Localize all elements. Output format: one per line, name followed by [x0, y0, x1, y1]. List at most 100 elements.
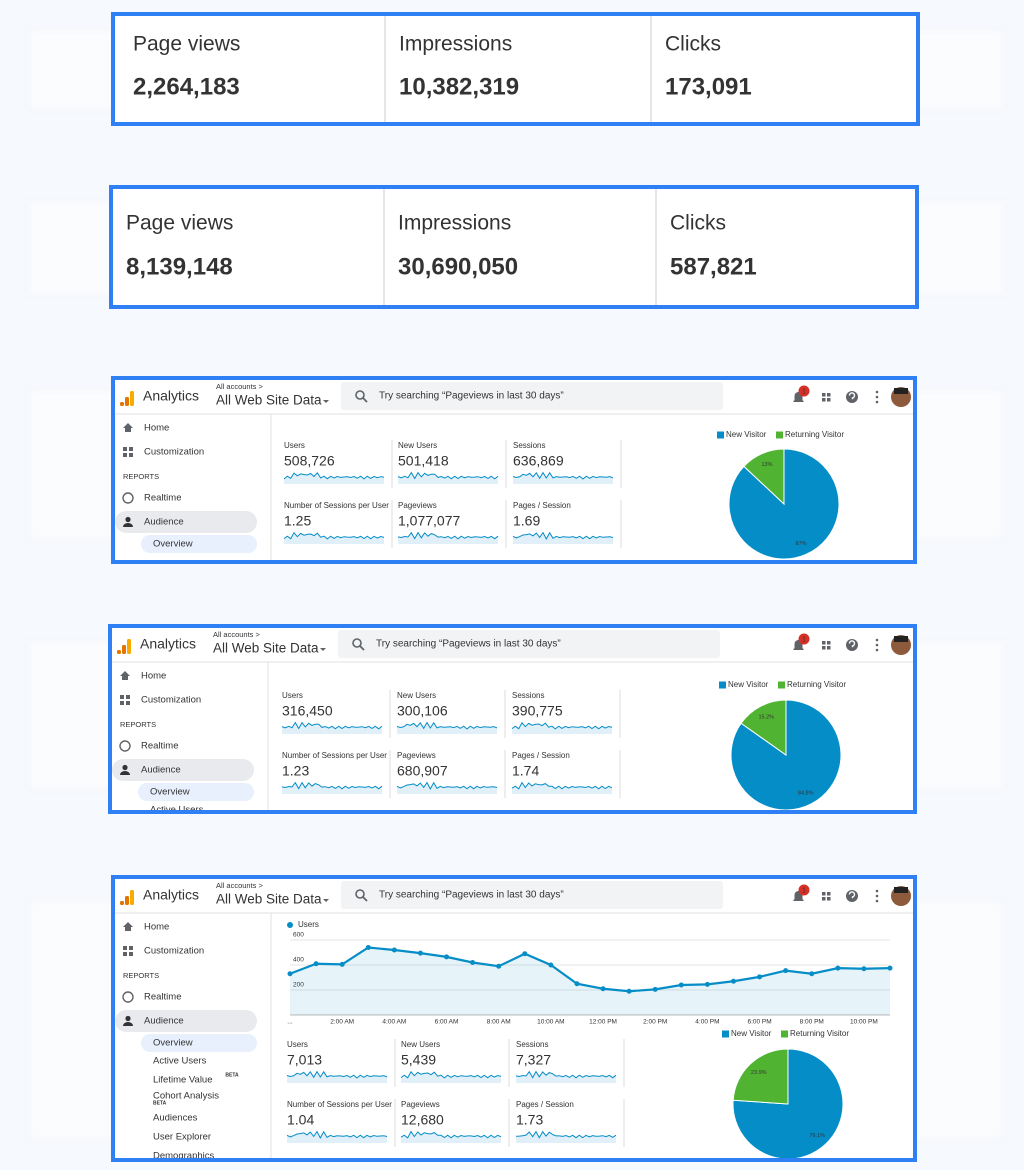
data-point — [678, 982, 684, 988]
property-name[interactable]: All Web Site Data — [216, 892, 322, 907]
apps-icon[interactable] — [822, 892, 826, 896]
slice-label: 76.1% — [809, 1133, 825, 1139]
metric-label: Pages / Session — [516, 1100, 574, 1109]
x-tick-label: 4:00 AM — [382, 1019, 406, 1026]
menu-dot[interactable] — [875, 390, 879, 394]
nav-item[interactable]: Cohort Analysis — [153, 1091, 219, 1102]
metric-label: Users — [284, 441, 305, 450]
apps-icon[interactable] — [827, 897, 831, 901]
nav-item[interactable]: Active Users — [153, 1056, 207, 1067]
nav-item[interactable]: Home — [144, 922, 169, 933]
menu-dot[interactable] — [875, 400, 879, 404]
sparkline — [515, 1130, 617, 1139]
data-point — [704, 981, 710, 987]
nav-item[interactable]: Audiences — [153, 1113, 198, 1124]
person-icon — [125, 516, 131, 523]
menu-dot[interactable] — [875, 894, 879, 898]
help-icon[interactable] — [846, 639, 858, 651]
data-point — [339, 961, 345, 967]
apps-icon[interactable] — [822, 398, 826, 402]
data-point — [809, 971, 815, 977]
metric-value: 680,907 — [397, 763, 448, 779]
search-icon — [359, 645, 365, 651]
data-point — [730, 978, 736, 984]
avatar-hat — [894, 636, 908, 642]
nav-item[interactable]: Realtime — [144, 493, 182, 504]
nav-item[interactable]: Overview — [153, 539, 193, 550]
legend-swatch — [287, 922, 293, 928]
legend-label: Returning Visitor — [785, 430, 844, 439]
legend-swatch — [717, 431, 724, 439]
nav-item[interactable]: Audience — [144, 517, 184, 528]
apps-icon[interactable] — [827, 892, 831, 896]
slice-label: 13% — [761, 462, 772, 468]
nav-item[interactable]: Overview — [150, 787, 190, 798]
property-name[interactable]: All Web Site Data — [216, 393, 322, 408]
search-box[interactable] — [338, 630, 720, 658]
menu-dot[interactable] — [875, 638, 879, 642]
help-icon[interactable] — [846, 890, 858, 902]
notification-badge — [798, 633, 810, 645]
apps-icon[interactable] — [827, 641, 831, 645]
logo-bar — [130, 391, 134, 406]
menu-dot[interactable] — [875, 648, 879, 652]
legend-swatch — [719, 681, 726, 689]
search-box[interactable] — [341, 382, 723, 410]
x-tick-label: 10:00 PM — [850, 1019, 878, 1026]
nav-item[interactable]: Customization — [144, 946, 204, 957]
metric-label: Clicks — [665, 33, 721, 56]
logo-bar — [125, 896, 129, 905]
apps-icon[interactable] — [827, 398, 831, 402]
nav-item[interactable]: Demographics — [153, 1151, 214, 1162]
nav-item[interactable]: Customization — [141, 695, 201, 706]
menu-dot[interactable] — [875, 643, 879, 647]
nav-item[interactable]: Audience — [144, 1016, 184, 1027]
nav-item[interactable]: Realtime — [141, 741, 179, 752]
metric-value: 587,821 — [670, 253, 757, 280]
data-point — [548, 962, 554, 968]
menu-dot[interactable] — [875, 899, 879, 903]
dropdown-caret[interactable] — [320, 648, 326, 651]
home-icon — [120, 671, 130, 680]
data-point — [365, 945, 371, 950]
menu-dot[interactable] — [875, 889, 879, 893]
help-mark — [848, 891, 856, 899]
metric-label: Sessions — [512, 691, 544, 700]
nav-item[interactable]: Audience — [141, 765, 181, 776]
y-tick-label: 200 — [293, 982, 304, 989]
nav-item[interactable]: User Explorer — [153, 1132, 211, 1143]
sparkline — [515, 1070, 617, 1079]
menu-dot[interactable] — [875, 395, 879, 399]
app-name: Analytics — [140, 636, 196, 652]
breadcrumb: All accounts > — [216, 382, 264, 391]
nav-item[interactable]: Customization — [144, 447, 204, 458]
help-icon[interactable] — [846, 391, 858, 403]
search-placeholder: Try searching “Pageviews in last 30 days… — [376, 639, 561, 650]
nav-item[interactable]: Lifetime Value — [153, 1075, 213, 1086]
sparkline-area — [516, 1131, 616, 1143]
nav-item[interactable]: Realtime — [144, 992, 182, 1003]
apps-icon[interactable] — [822, 646, 826, 650]
nav-item[interactable]: Home — [144, 423, 169, 434]
metric-panel: Page views 8,139,148 Impressions 30,690,050… — [109, 185, 919, 309]
apps-icon[interactable] — [822, 641, 826, 645]
apps-icon[interactable] — [822, 897, 826, 901]
nav-item[interactable]: Overview — [153, 1038, 193, 1049]
apps-icon[interactable] — [822, 393, 826, 397]
breadcrumb: All accounts > — [213, 630, 261, 639]
nav-heading: REPORTS — [120, 720, 156, 729]
dropdown-caret[interactable] — [323, 899, 329, 902]
nav-item[interactable]: Active Users — [150, 805, 204, 816]
slice-label: 87% — [796, 541, 807, 547]
data-point — [835, 965, 841, 971]
dropdown-caret[interactable] — [323, 400, 329, 403]
apps-icon[interactable] — [827, 393, 831, 397]
metric-label: Pages / Session — [512, 751, 570, 760]
custom-icon — [120, 701, 124, 705]
nav-item[interactable]: Home — [141, 671, 166, 682]
clock-icon — [122, 991, 134, 1003]
search-box[interactable] — [341, 881, 723, 909]
apps-icon[interactable] — [827, 646, 831, 650]
x-tick-label: 10:00 AM — [537, 1019, 564, 1026]
property-name[interactable]: All Web Site Data — [213, 641, 319, 656]
